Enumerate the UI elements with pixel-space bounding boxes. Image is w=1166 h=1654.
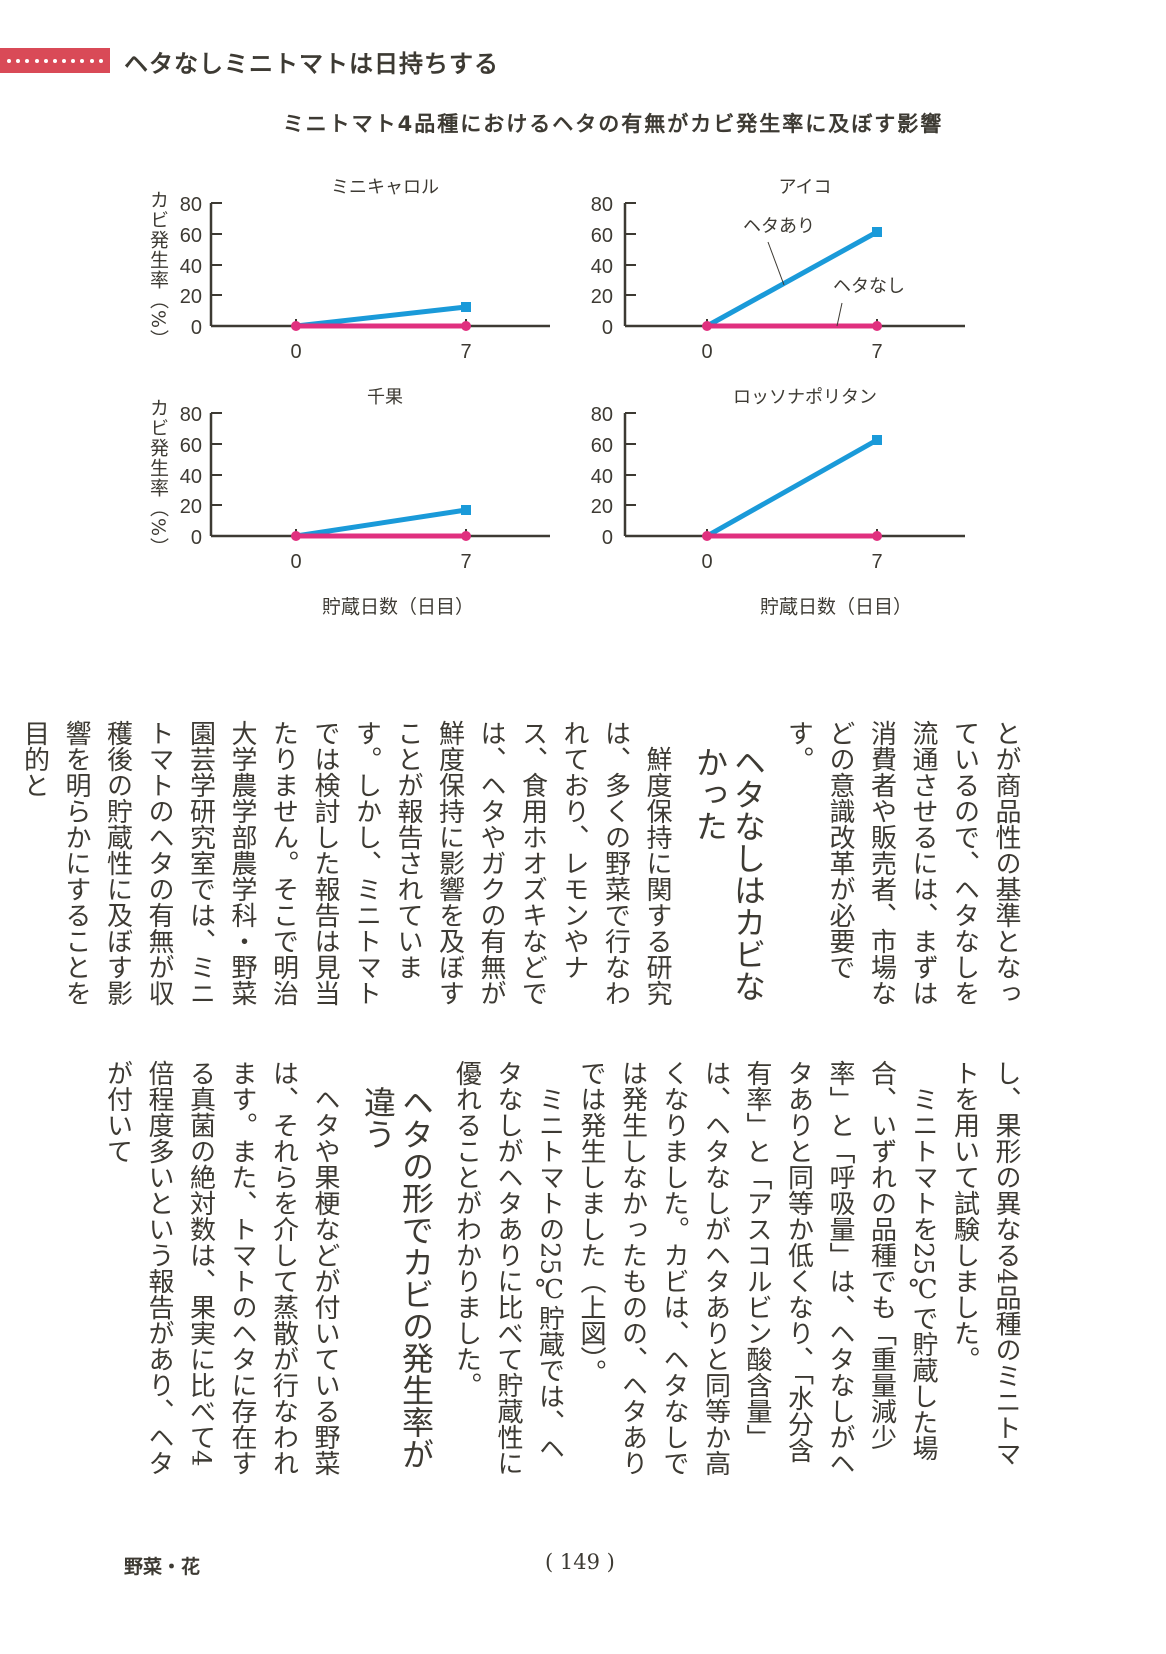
svg-text:40: 40: [180, 466, 202, 488]
paragraph: とが商品性の基準となっているので、ヘタなしを流通させるには、まずは消費者や販売者…: [783, 720, 1022, 1006]
body-text-lower: し、果形の異なる4品種のミニトマトを用いて試験しました。 ミニトマトを25℃で貯…: [103, 1060, 1026, 1485]
y-axis-label: カビ発生率（%）: [147, 190, 169, 350]
paragraph: ミニトマトを25℃で貯蔵した場合、いずれの品種でも「重量減少率」と「呼吸量」は、…: [576, 1060, 938, 1476]
line-chart: 千果 80 60 40 20 0 0 7: [180, 387, 550, 573]
svg-text:60: 60: [591, 435, 613, 457]
paragraph: ヘタや果梗などが付いている野菜は、それらを介して蒸散が行なわれます。また、トマト…: [102, 1060, 341, 1476]
chart-panel-aiko: アイコ 80 60 40 20 0 0 7 ヘタあり ヘタなし: [585, 170, 985, 374]
svg-text:20: 20: [591, 286, 613, 308]
section-accent-bar: [0, 48, 110, 73]
page-number: ( 149 ): [545, 1550, 615, 1574]
body-text-upper: とが商品性の基準となっているので、ヘタなしを流通させるには、まずは消費者や販売者…: [20, 720, 1026, 1020]
svg-text:40: 40: [180, 256, 202, 278]
chart-title: 千果: [367, 387, 403, 408]
svg-text:80: 80: [180, 404, 202, 426]
svg-text:0: 0: [701, 551, 712, 573]
svg-text:0: 0: [191, 317, 202, 339]
svg-text:0: 0: [290, 551, 301, 573]
svg-text:0: 0: [191, 527, 202, 549]
series-label-without-calyx: ヘタなし: [833, 276, 905, 297]
svg-text:0: 0: [701, 341, 712, 363]
paragraph: 鮮度保持に関する研究は、多くの野菜で行なわれており、レモンやナス、食用ホオズキな…: [19, 720, 673, 1006]
line-chart: アイコ 80 60 40 20 0 0 7 ヘタあり ヘタなし: [591, 177, 965, 363]
svg-text:7: 7: [871, 551, 882, 573]
svg-text:0: 0: [602, 527, 613, 549]
svg-text:40: 40: [591, 256, 613, 278]
svg-text:40: 40: [591, 466, 613, 488]
svg-text:7: 7: [871, 341, 882, 363]
x-axis-label: 貯蔵日数（日目）: [322, 596, 475, 618]
chart-panel-minicarol: ミニキャロル 80 60 40 20 0 0 7: [170, 170, 610, 374]
chart-title: アイコ: [778, 177, 831, 198]
svg-text:20: 20: [180, 286, 202, 308]
footer-category: 野菜・花: [124, 1556, 201, 1578]
line-chart: ミニキャロル 80 60 40 20 0 0 7: [180, 177, 550, 363]
svg-text:7: 7: [460, 551, 471, 573]
y-axis-label: カビ発生率（%）: [147, 398, 169, 558]
svg-text:80: 80: [591, 404, 613, 426]
series-label-with-calyx: ヘタあり: [743, 216, 815, 237]
chart-title: ミニキャロル: [331, 177, 439, 198]
figure-title: ミニトマト4品種におけるヘタの有無がカビ発生率に及ぼす影響: [282, 112, 944, 136]
svg-text:80: 80: [591, 194, 613, 216]
paragraph: ミニトマトの25℃貯蔵では、ヘタなしがヘタありに比べて貯蔵性に優れることがわかり…: [451, 1060, 565, 1476]
line-chart: ロッソナポリタン 80 60 40 20 0 0 7: [591, 387, 965, 573]
chart-panel-rosso-napoletano: ロッソナポリタン 80 60 40 20 0 0 7: [585, 380, 985, 584]
svg-text:60: 60: [591, 225, 613, 247]
chart-panel-chika: 千果 80 60 40 20 0 0 7: [170, 380, 610, 584]
svg-text:0: 0: [290, 341, 301, 363]
subheading: ヘタの形でカビの発生率が違う: [359, 1086, 435, 1470]
svg-text:20: 20: [591, 496, 613, 518]
section-title: ヘタなしミニトマトは日持ちする: [124, 50, 499, 78]
paragraph: し、果形の異なる4品種のミニトマトを用いて試験しました。: [949, 1060, 1022, 1467]
subheading: ヘタなしはカビなかった: [691, 746, 767, 1002]
svg-text:20: 20: [180, 496, 202, 518]
svg-text:7: 7: [460, 341, 471, 363]
svg-text:60: 60: [180, 225, 202, 247]
svg-text:60: 60: [180, 435, 202, 457]
chart-title: ロッソナポリタン: [733, 387, 877, 408]
x-axis-label: 貯蔵日数（日目）: [760, 596, 913, 618]
svg-text:0: 0: [602, 317, 613, 339]
svg-text:80: 80: [180, 194, 202, 216]
